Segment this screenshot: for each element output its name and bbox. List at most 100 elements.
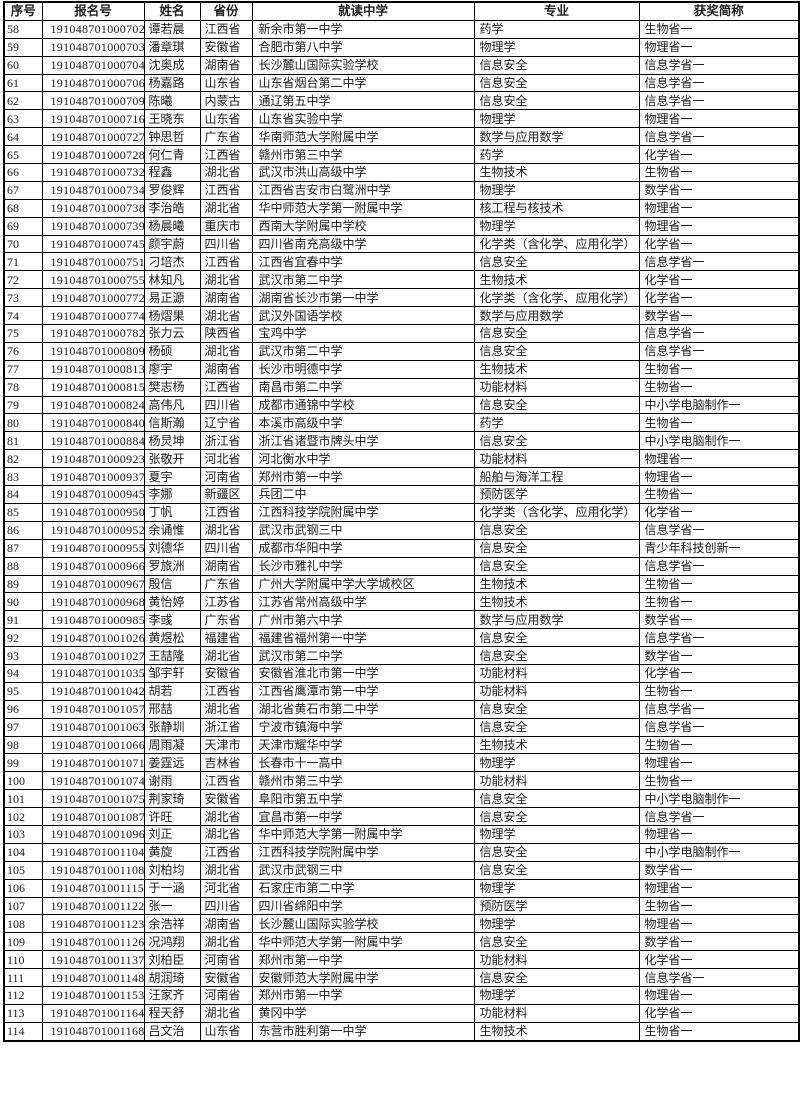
cell-award: 生物省一	[638, 896, 800, 916]
cell-name: 夏宇	[143, 467, 201, 487]
cell-name: 高伟凡	[143, 395, 201, 415]
table-row: 64 191048701000727 钟思哲 广东省 华南师范大学附属中学 数学与应用数学…	[3, 127, 800, 147]
cell-award: 生物省一	[638, 771, 800, 791]
cell-award: 生物省一	[638, 485, 800, 504]
cell-province: 湖北省	[199, 807, 253, 826]
table-row: 108 191048701001123 余浩祥 湖南省 长沙麓山国际实验学校 物理学 物理省…	[3, 914, 800, 934]
table-row: 114 191048701001168 吕文治 山东省 东营市胜利第一中学 生物技术 生物省…	[3, 1021, 800, 1042]
cell-name: 杨炅坤	[143, 431, 201, 451]
cell-province: 陕西省	[199, 324, 253, 343]
cell-reg-no: 191048701001104	[41, 842, 145, 862]
cell-major: 物理学	[473, 753, 640, 773]
header-major: 专业	[473, 1, 640, 21]
cell-reg-no: 191048701001123	[41, 914, 145, 934]
cell-province: 四川省	[199, 538, 253, 558]
cell-name: 丁帆	[143, 502, 201, 522]
table-row: 78 191048701000815 樊志杨 江西省 南昌市第二中学 功能材料 生物省一	[3, 377, 800, 397]
cell-name: 程鑫	[143, 163, 201, 182]
cell-serial: 65	[3, 145, 43, 165]
cell-school: 石家庄市第二中学	[251, 878, 475, 898]
cell-school: 江西省吉安市白鹭洲中学	[251, 180, 475, 200]
cell-province: 河南省	[199, 950, 253, 970]
cell-province: 天津市	[199, 735, 253, 755]
cell-major: 化学类（含化学、应用化学）	[473, 234, 640, 254]
cell-school: 武汉市第二中学	[251, 270, 475, 290]
header-school: 就读中学	[251, 1, 475, 21]
cell-province: 安徽省	[199, 789, 253, 809]
cell-name: 刘柏均	[143, 860, 201, 880]
cell-major: 生物技术	[473, 270, 640, 290]
cell-major: 信息安全	[473, 789, 640, 809]
cell-reg-no: 191048701000884	[41, 431, 145, 451]
table-row: 65 191048701000728 何仁青 江西省 赣州市第三中学 药学 化学省一	[3, 145, 800, 165]
cell-name: 余浩祥	[143, 914, 201, 934]
cell-serial: 84	[3, 485, 43, 504]
table-row: 87 191048701000955 刘德华 四川省 成都市华阳中学 信息安全 青少年科技创…	[3, 538, 800, 558]
cell-serial: 91	[3, 610, 43, 630]
cell-award: 生物省一	[638, 19, 800, 39]
cell-reg-no: 191048701000703	[41, 37, 145, 57]
cell-serial: 108	[3, 914, 43, 934]
cell-school: 武汉市第二中学	[251, 646, 475, 665]
cell-province: 湖北省	[199, 341, 253, 361]
cell-serial: 105	[3, 860, 43, 880]
cell-name: 潘章琪	[143, 37, 201, 57]
cell-major: 生物技术	[473, 735, 640, 755]
cell-province: 湖南省	[199, 55, 253, 75]
cell-major: 生物技术	[473, 359, 640, 379]
table-row: 83 191048701000937 夏宇 河南省 郑州市第一中学 船舶与海洋工程 物理省一	[3, 467, 800, 487]
table-row: 72 191048701000755 林知凡 湖北省 武汉市第二中学 生物技术 化学省一	[3, 270, 800, 290]
cell-province: 江苏省	[199, 592, 253, 612]
cell-major: 信息安全	[473, 646, 640, 665]
cell-name: 杨晨曦	[143, 216, 201, 236]
table-body: 58 191048701000702 谭若晨 江西省 新余市第一中学 药学 生物省一 59 19…	[3, 19, 800, 1042]
cell-award: 中小学电脑制作一	[638, 789, 800, 809]
cell-serial: 68	[3, 198, 43, 218]
table-row: 60 191048701000704 沈奥成 湖南省 长沙麓山国际实验学校 信息安全 信息学…	[3, 55, 800, 75]
cell-reg-no: 191048701000923	[41, 449, 145, 469]
cell-school: 河北衡水中学	[251, 449, 475, 469]
cell-award: 生物省一	[638, 413, 800, 433]
cell-name: 信斯瀚	[143, 413, 201, 433]
table-row: 96 191048701001057 邢喆 湖北省 湖北省黄石市第二中学 信息安全 信息学省…	[3, 699, 800, 719]
cell-school: 华南师范大学附属中学	[251, 127, 475, 147]
cell-school: 江西科技学院附属中学	[251, 842, 475, 862]
cell-reg-no: 191048701000945	[41, 485, 145, 504]
cell-reg-no: 191048701000727	[41, 127, 145, 147]
cell-major: 物理学	[473, 824, 640, 844]
cell-serial: 103	[3, 824, 43, 844]
cell-major: 信息安全	[473, 324, 640, 343]
cell-serial: 89	[3, 574, 43, 594]
cell-province: 湖北省	[199, 198, 253, 218]
cell-award: 数学省一	[638, 180, 800, 200]
cell-serial: 80	[3, 413, 43, 433]
cell-reg-no: 191048701001153	[41, 985, 145, 1005]
cell-award: 化学省一	[638, 288, 800, 308]
table-row: 68 191048701000738 李治皓 湖北省 华中师范大学第一附属中学 核工程与核…	[3, 198, 800, 218]
cell-major: 功能材料	[473, 771, 640, 791]
cell-reg-no: 191048701000782	[41, 324, 145, 343]
cell-award: 化学省一	[638, 950, 800, 970]
table-row: 63 191048701000716 王晓东 山东省 山东省实验中学 物理学 物理省一	[3, 109, 800, 129]
cell-award: 信息学省一	[638, 699, 800, 719]
cell-award: 生物省一	[638, 377, 800, 397]
cell-serial: 99	[3, 753, 43, 773]
cell-name: 廖宇	[143, 359, 201, 379]
cell-major: 化学类（含化学、应用化学）	[473, 288, 640, 308]
cell-serial: 73	[3, 288, 43, 308]
cell-school: 武汉市第二中学	[251, 341, 475, 361]
cell-major: 信息安全	[473, 699, 640, 719]
cell-school: 长沙麓山国际实验学校	[251, 55, 475, 75]
cell-award: 物理省一	[638, 878, 800, 898]
cell-province: 福建省	[199, 628, 253, 648]
cell-name: 林知凡	[143, 270, 201, 290]
cell-school: 江西省鹰潭市第一中学	[251, 681, 475, 701]
cell-award: 物理省一	[638, 467, 800, 487]
cell-reg-no: 191048701001057	[41, 699, 145, 719]
cell-reg-no: 191048701000702	[41, 19, 145, 39]
cell-school: 合肥市第八中学	[251, 37, 475, 57]
cell-reg-no: 191048701000751	[41, 252, 145, 272]
cell-name: 邹宇轩	[143, 663, 201, 683]
cell-serial: 66	[3, 163, 43, 182]
cell-school: 新余市第一中学	[251, 19, 475, 39]
